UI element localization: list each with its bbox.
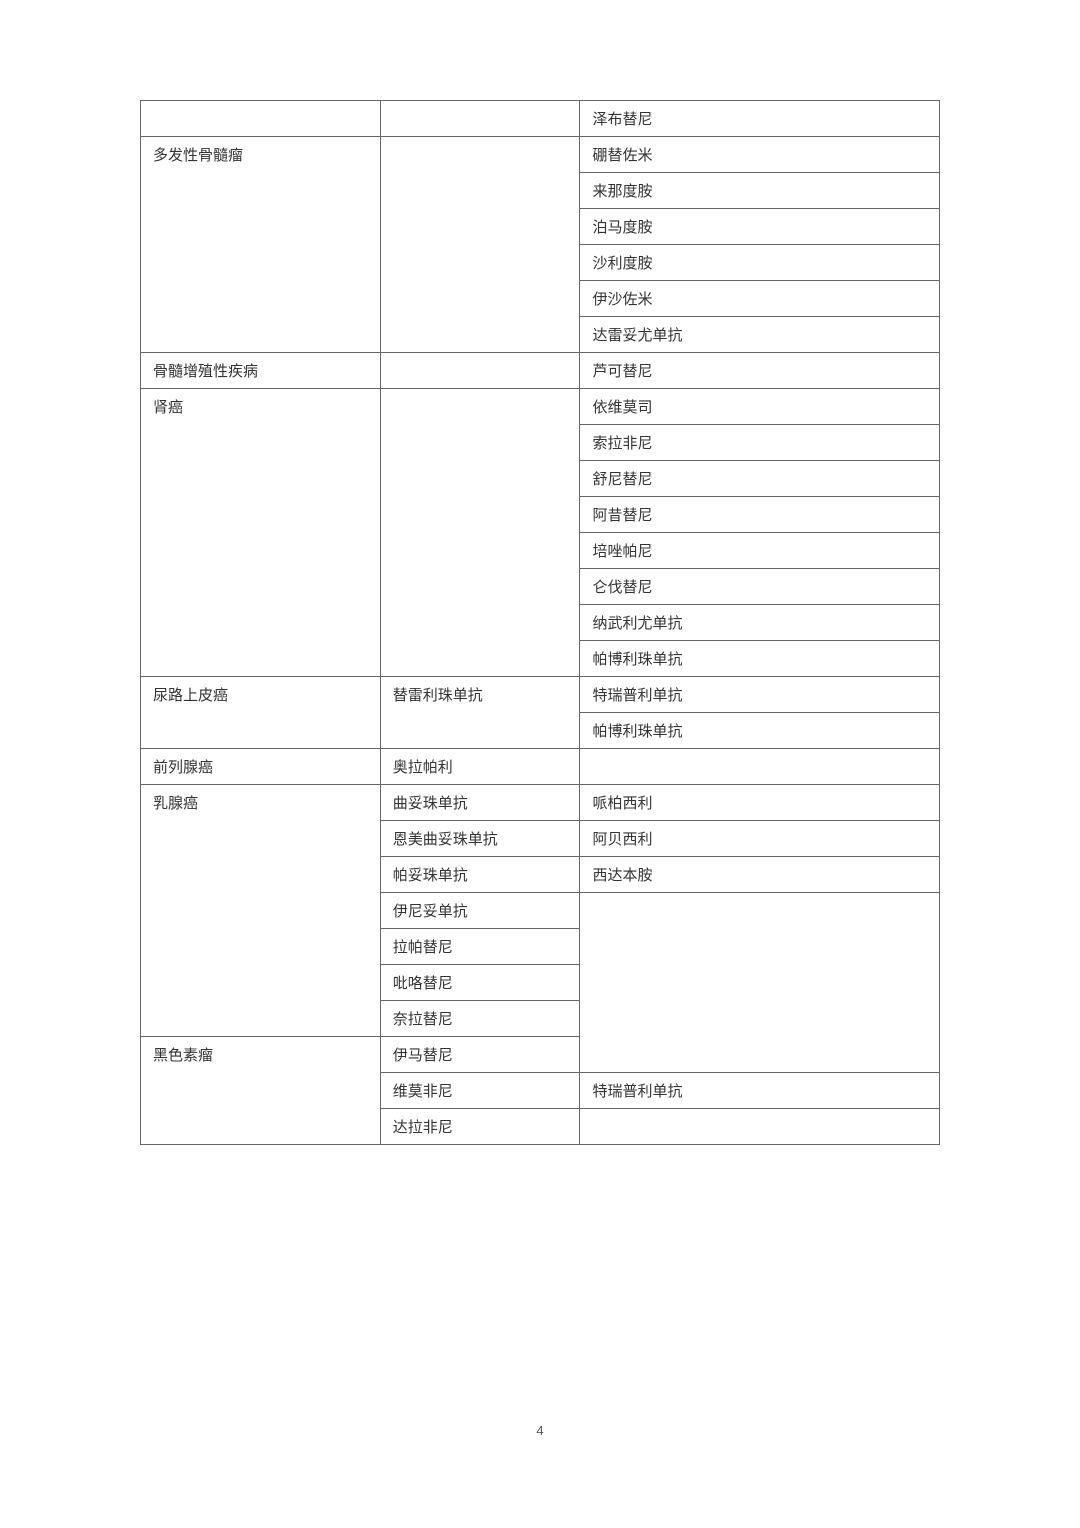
table-cell: 索拉非尼 [580, 425, 940, 461]
table-cell: 培唑帕尼 [580, 533, 940, 569]
table-cell: 黑色素瘤 [141, 1037, 381, 1145]
table-cell: 替雷利珠单抗 [380, 677, 580, 749]
table-cell: 恩美曲妥珠单抗 [380, 821, 580, 857]
page-number: 4 [0, 1423, 1080, 1438]
table-row: 前列腺癌奥拉帕利 [141, 749, 940, 785]
table-cell [580, 893, 940, 1073]
table-cell: 西达本胺 [580, 857, 940, 893]
table-cell: 前列腺癌 [141, 749, 381, 785]
table-cell: 达雷妥尤单抗 [580, 317, 940, 353]
table-cell: 吡咯替尼 [380, 965, 580, 1001]
table-cell: 奥拉帕利 [380, 749, 580, 785]
table-cell: 芦可替尼 [580, 353, 940, 389]
table-cell: 哌柏西利 [580, 785, 940, 821]
table-row: 多发性骨髓瘤硼替佐米 [141, 137, 940, 173]
table-cell: 来那度胺 [580, 173, 940, 209]
table-cell [580, 749, 940, 785]
table-cell: 阿昔替尼 [580, 497, 940, 533]
table-cell: 伊马替尼 [380, 1037, 580, 1073]
table-row: 乳腺癌曲妥珠单抗哌柏西利 [141, 785, 940, 821]
table-cell: 曲妥珠单抗 [380, 785, 580, 821]
table-row: 泽布替尼 [141, 101, 940, 137]
table-cell: 达拉非尼 [380, 1109, 580, 1145]
table-cell: 硼替佐米 [580, 137, 940, 173]
table-cell: 奈拉替尼 [380, 1001, 580, 1037]
table-cell: 骨髓增殖性疾病 [141, 353, 381, 389]
table-cell [380, 353, 580, 389]
table-cell: 帕妥珠单抗 [380, 857, 580, 893]
table-cell: 仑伐替尼 [580, 569, 940, 605]
table-cell: 泊马度胺 [580, 209, 940, 245]
table-cell: 伊沙佐米 [580, 281, 940, 317]
table-cell: 依维莫司 [580, 389, 940, 425]
table-cell [380, 389, 580, 677]
table-cell: 泽布替尼 [580, 101, 940, 137]
table-row: 骨髓增殖性疾病 芦可替尼 [141, 353, 940, 389]
table-cell [380, 101, 580, 137]
table-cell: 多发性骨髓瘤 [141, 137, 381, 353]
table-cell: 沙利度胺 [580, 245, 940, 281]
table-cell: 尿路上皮癌 [141, 677, 381, 749]
table-body: 泽布替尼多发性骨髓瘤硼替佐米来那度胺泊马度胺沙利度胺伊沙佐米达雷妥尤单抗骨髓增殖… [141, 101, 940, 1145]
table-cell: 纳武利尤单抗 [580, 605, 940, 641]
drug-table: 泽布替尼多发性骨髓瘤硼替佐米来那度胺泊马度胺沙利度胺伊沙佐米达雷妥尤单抗骨髓增殖… [140, 100, 940, 1145]
table-cell [380, 137, 580, 353]
page-number-value: 4 [536, 1423, 543, 1438]
page-container: 泽布替尼多发性骨髓瘤硼替佐米来那度胺泊马度胺沙利度胺伊沙佐米达雷妥尤单抗骨髓增殖… [0, 0, 1080, 1205]
table-row: 肾癌依维莫司 [141, 389, 940, 425]
table-cell [580, 1109, 940, 1145]
table-row: 尿路上皮癌替雷利珠单抗特瑞普利单抗 [141, 677, 940, 713]
table-cell: 肾癌 [141, 389, 381, 677]
table-cell: 帕博利珠单抗 [580, 713, 940, 749]
table-cell: 维莫非尼 [380, 1073, 580, 1109]
table-cell: 舒尼替尼 [580, 461, 940, 497]
table-cell: 拉帕替尼 [380, 929, 580, 965]
table-cell [141, 101, 381, 137]
table-cell: 伊尼妥单抗 [380, 893, 580, 929]
table-cell: 阿贝西利 [580, 821, 940, 857]
table-cell: 特瑞普利单抗 [580, 1073, 940, 1109]
table-cell: 乳腺癌 [141, 785, 381, 1037]
table-cell: 特瑞普利单抗 [580, 677, 940, 713]
table-cell: 帕博利珠单抗 [580, 641, 940, 677]
